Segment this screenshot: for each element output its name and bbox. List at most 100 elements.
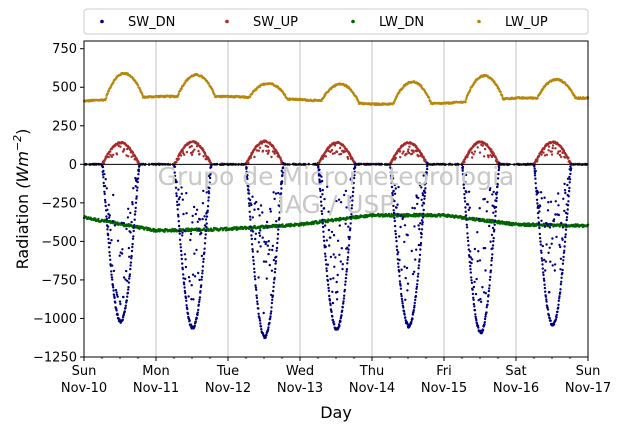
sw-dn-point (489, 240, 492, 243)
sw-dn-point (417, 272, 420, 275)
sw-dn-point (469, 268, 472, 271)
sw-dn-point (353, 170, 356, 173)
sw-dn-point (563, 245, 566, 248)
sw-dn-point (131, 242, 134, 246)
sw-dn-point (328, 299, 332, 302)
sw-dn-point (389, 171, 392, 174)
sw-up-point (330, 149, 334, 152)
sw-dn-point (107, 237, 110, 241)
sw-dn-point (344, 283, 347, 286)
sw-dn-point (321, 225, 325, 229)
sw-dn-point (181, 268, 184, 271)
sw-dn-point (490, 256, 494, 260)
sw-dn-point (549, 319, 552, 322)
sw-dn-point (175, 200, 179, 203)
sw-dn-point (254, 286, 258, 289)
sw-dn-point (269, 312, 272, 315)
sw-dn-point (259, 325, 263, 328)
sw-dn-point (466, 203, 470, 206)
sw-dn-point (124, 278, 127, 281)
sw-dn-point (183, 229, 186, 232)
sw-dn-point (268, 263, 271, 267)
sw-dn-point (396, 213, 399, 216)
sw-dn-point (247, 189, 250, 192)
sw-dn-point (419, 248, 422, 251)
sw-dn-point (270, 306, 273, 309)
sw-dn-point (548, 316, 551, 320)
sw-up-point (408, 145, 411, 148)
sw-dn-point (276, 233, 280, 236)
sw-dn-point (566, 204, 570, 207)
sw-dn-point (180, 186, 183, 189)
sw-dn-point (464, 214, 468, 217)
sw-dn-point (466, 239, 470, 243)
sw-dn-point (417, 243, 421, 247)
sw-dn-point (193, 252, 196, 255)
sw-up-point (267, 149, 270, 152)
sw-dn-point (266, 226, 269, 229)
sw-dn-point (478, 207, 481, 210)
sw-dn-point (557, 306, 560, 309)
sw-dn-point (278, 211, 281, 214)
sw-dn-point (332, 277, 335, 280)
sw-dn-point (279, 192, 283, 195)
sw-dn-point (103, 190, 106, 193)
sw-dn-point (266, 328, 270, 331)
sw-dn-point (322, 207, 326, 210)
sw-up-point (343, 150, 347, 153)
sw-dn-point (196, 220, 199, 223)
sw-dn-point (472, 298, 475, 301)
sw-dn-point (534, 177, 537, 180)
sw-dn-point (492, 240, 495, 243)
sw-dn-point (566, 212, 569, 215)
sw-dn-point (105, 187, 109, 190)
sw-dn-point (209, 171, 212, 174)
sw-dn-point (184, 265, 188, 269)
sw-dn-point (134, 206, 137, 210)
sw-dn-point (112, 269, 116, 273)
sw-dn-point (421, 192, 424, 195)
sw-dn-point (395, 206, 398, 209)
sw-dn-point (405, 266, 409, 270)
sw-dn-point (544, 269, 547, 272)
sw-dn-point (319, 189, 322, 193)
sw-dn-point (272, 281, 276, 284)
sw-up-point (495, 158, 498, 161)
sw-up-point (467, 151, 471, 154)
sw-up-point (551, 146, 554, 150)
sw-dn-point (109, 258, 112, 261)
sw-dn-point (557, 213, 560, 217)
sw-dn-point (125, 227, 128, 231)
sw-dn-point (473, 247, 477, 251)
sw-dn-point (341, 263, 344, 266)
sw-dn-point (181, 234, 184, 237)
sw-dn-point (566, 177, 570, 180)
y-tick-label: −250 (41, 196, 77, 211)
sw-dn-point (343, 294, 346, 297)
sw-dn-point (122, 221, 126, 225)
sw-dn-point (251, 230, 255, 233)
sw-dn-point (567, 189, 571, 193)
sw-dn-point (393, 216, 396, 220)
sw-dn-point (461, 165, 465, 169)
sw-dn-point (264, 260, 268, 263)
sw-dn-point (399, 287, 403, 290)
sw-dn-point (114, 301, 117, 304)
sw-dn-point (123, 310, 127, 313)
sw-dn-point (282, 161, 285, 165)
sw-dn-point (425, 165, 429, 168)
sw-dn-point (116, 239, 120, 242)
sw-dn-point (483, 246, 487, 250)
sw-dn-point (488, 278, 492, 281)
sw-dn-point (196, 313, 199, 317)
sw-dn-point (257, 276, 260, 279)
sw-dn-point (540, 219, 543, 222)
sw-up-point (545, 153, 549, 156)
sw-up-point (338, 146, 342, 150)
sw-dn-point (198, 296, 202, 299)
sw-dn-point (129, 211, 132, 215)
sw-dn-point (275, 255, 278, 258)
sw-dn-point (346, 256, 350, 259)
sw-dn-point (397, 265, 400, 269)
sw-dn-point (204, 237, 207, 240)
